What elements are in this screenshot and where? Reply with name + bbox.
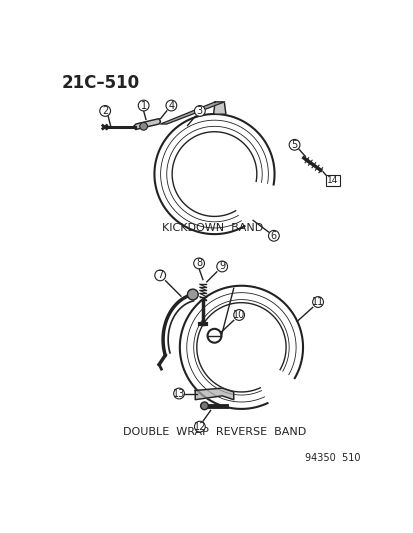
- Text: 2: 2: [102, 106, 108, 116]
- Text: 6: 6: [270, 231, 276, 241]
- Text: 14: 14: [327, 176, 338, 185]
- Text: 7: 7: [157, 270, 163, 280]
- Text: 9: 9: [218, 262, 225, 271]
- Text: 94350  510: 94350 510: [304, 453, 360, 463]
- Text: 13: 13: [173, 389, 185, 399]
- Circle shape: [216, 261, 227, 272]
- Circle shape: [268, 230, 279, 241]
- Circle shape: [100, 106, 110, 116]
- Circle shape: [312, 297, 323, 308]
- Circle shape: [233, 310, 244, 320]
- Text: DOUBLE  WRAP  REVERSE  BAND: DOUBLE WRAP REVERSE BAND: [123, 427, 305, 437]
- Text: KICKDOWN  BAND: KICKDOWN BAND: [161, 223, 262, 233]
- Text: 3: 3: [196, 106, 202, 116]
- Circle shape: [154, 270, 165, 281]
- Text: 12: 12: [193, 422, 206, 432]
- Polygon shape: [133, 119, 160, 130]
- Text: 1: 1: [140, 101, 146, 110]
- Polygon shape: [160, 102, 224, 124]
- Circle shape: [173, 388, 184, 399]
- Circle shape: [194, 421, 205, 432]
- FancyBboxPatch shape: [325, 175, 339, 187]
- Text: 8: 8: [195, 259, 202, 269]
- Polygon shape: [213, 102, 225, 114]
- Text: 21C–510: 21C–510: [62, 74, 140, 92]
- Circle shape: [288, 140, 299, 150]
- Circle shape: [166, 100, 176, 111]
- Text: 11: 11: [311, 297, 323, 307]
- Polygon shape: [195, 388, 233, 400]
- Circle shape: [140, 123, 147, 130]
- Circle shape: [200, 402, 208, 410]
- Circle shape: [194, 106, 205, 116]
- Circle shape: [187, 289, 198, 300]
- Circle shape: [138, 100, 149, 111]
- Circle shape: [193, 258, 204, 269]
- Text: 10: 10: [233, 310, 244, 320]
- Text: 5: 5: [291, 140, 297, 150]
- Text: 4: 4: [168, 101, 174, 110]
